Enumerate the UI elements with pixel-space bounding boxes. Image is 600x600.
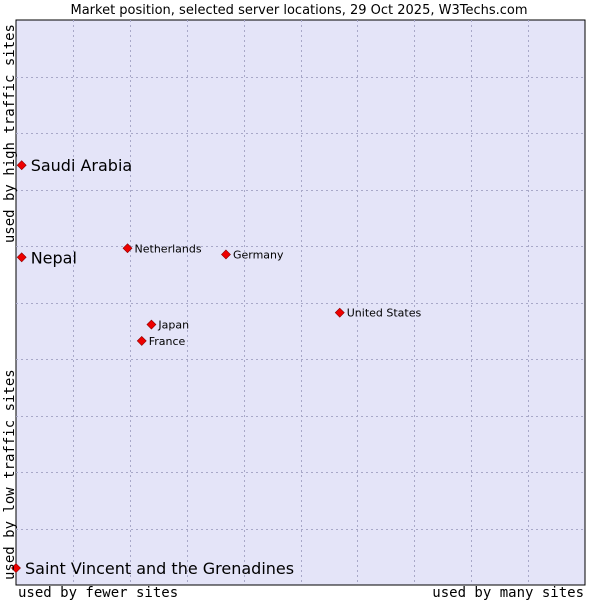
data-point-saint-vincent-and-the-grenadines (11, 563, 21, 573)
data-label-japan: Japan (157, 319, 189, 332)
grid-lines (16, 20, 585, 585)
data-point-nepal (16, 252, 27, 263)
chart-title: Market position, selected server locatio… (70, 3, 527, 18)
data-label-france: France (149, 335, 186, 348)
y-axis-label-bottom: used by low traffic sites (2, 369, 18, 580)
x-axis-label-right: used by many sites (432, 585, 584, 600)
data-label-germany: Germany (233, 248, 284, 261)
data-point-germany (221, 249, 231, 260)
data-labels: Saudi Arabia Nepal Saint Vincent and the G… (25, 156, 422, 578)
data-label-saudi-arabia: Saudi Arabia (31, 156, 133, 175)
data-point-japan (146, 319, 157, 330)
plot-area (15, 19, 586, 586)
data-label-united-states: United States (347, 307, 422, 320)
x-axis-label-left: used by fewer sites (18, 585, 178, 600)
data-label-nepal: Nepal (31, 248, 77, 267)
data-point-saudi-arabia (16, 160, 27, 171)
y-axis-label-top: used by high traffic sites (2, 24, 18, 243)
data-label-saint-vincent-and-the-grenadines: Saint Vincent and the Grenadines (25, 559, 294, 578)
data-label-netherlands: Netherlands (135, 242, 202, 255)
data-point-netherlands (122, 243, 133, 254)
data-points (11, 160, 345, 573)
data-point-france (136, 335, 147, 346)
data-point-united-states (334, 307, 345, 318)
